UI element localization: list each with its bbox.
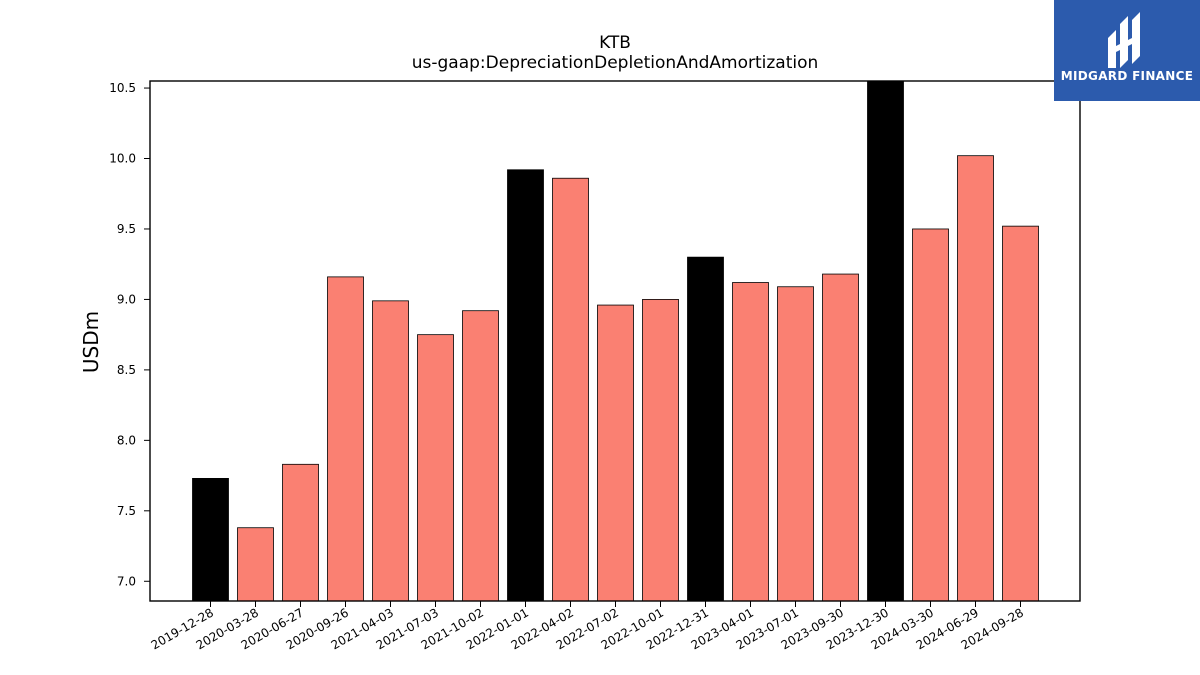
y-tick-label: 9.5	[117, 222, 136, 236]
bar-2019-12-28	[192, 477, 229, 602]
logo-mark-icon	[1108, 12, 1140, 68]
bar-2022-01-01	[507, 169, 544, 602]
bar-2021-04-03	[372, 300, 409, 602]
bar-2020-06-27	[282, 463, 319, 602]
bars-group	[192, 80, 1039, 602]
bar-2023-04-01	[732, 282, 769, 602]
y-tick-label: 8.5	[117, 363, 136, 377]
logo-text: MIDGARD FINANCE	[1060, 69, 1194, 83]
y-tick-label: 7.0	[117, 574, 136, 588]
bar-2022-12-31	[687, 256, 724, 602]
y-tick-label: 10.5	[109, 81, 136, 95]
bar-2023-09-30	[822, 273, 859, 602]
bar-2021-10-02	[462, 310, 499, 602]
x-ticks: 2019-12-282020-03-282020-06-272020-09-26…	[149, 601, 1026, 652]
y-tick-label: 9.0	[117, 292, 136, 306]
y-tick-label: 8.0	[117, 433, 136, 447]
bar-2024-06-29	[957, 155, 994, 602]
bar-2020-09-26	[327, 276, 364, 602]
y-tick-label: 10.0	[109, 152, 136, 166]
y-axis-label: USDm	[79, 311, 103, 373]
plot-frame	[149, 80, 1081, 602]
bar-2022-07-02	[597, 304, 634, 602]
y-ticks: 7.0 7.5 8.0 8.5 9.0 9.5 10.0 10.5	[109, 81, 150, 588]
bar-2020-03-28	[237, 527, 274, 602]
bar-2024-03-30	[912, 228, 949, 602]
bar-2022-04-02	[552, 177, 589, 602]
y-tick-label: 7.5	[117, 504, 136, 518]
bar-2023-12-30	[867, 80, 904, 602]
brand-logo: MIDGARD FINANCE	[1054, 0, 1200, 101]
bar-2024-09-28	[1002, 225, 1039, 602]
bar-2021-07-03	[417, 334, 454, 602]
chart-title: KTB	[599, 33, 631, 53]
chart-subtitle: us-gaap:DepreciationDepletionAndAmortiza…	[412, 53, 819, 73]
bar-2022-10-01	[642, 299, 679, 602]
bar-2023-07-01	[777, 286, 814, 602]
